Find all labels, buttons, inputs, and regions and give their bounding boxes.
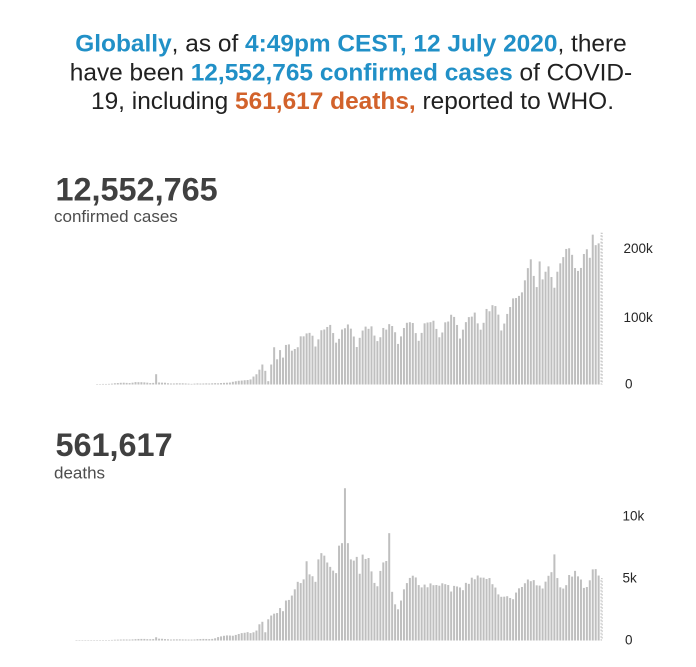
svg-text:0: 0	[625, 633, 633, 648]
svg-text:confirmed cases: confirmed cases	[54, 207, 178, 226]
svg-text:10k: 10k	[623, 509, 645, 524]
svg-text:Globally, as of 4:49pm CEST, 1: Globally, as of 4:49pm CEST, 12 July 202…	[75, 31, 627, 58]
svg-text:100k: 100k	[624, 310, 654, 325]
svg-text:19, including 561,617 deaths,: 19, including 561,617 deaths, reported t…	[91, 88, 614, 115]
svg-text:561,617: 561,617	[56, 427, 173, 463]
svg-text:12,552,765: 12,552,765	[56, 171, 218, 207]
svg-text:have been 12,552,765 confirmed: have been 12,552,765 confirmed cases of …	[70, 59, 632, 86]
svg-text:5k: 5k	[623, 570, 638, 585]
svg-text:200k: 200k	[624, 241, 654, 256]
svg-text:deaths: deaths	[54, 464, 105, 483]
svg-text:0: 0	[625, 377, 633, 392]
